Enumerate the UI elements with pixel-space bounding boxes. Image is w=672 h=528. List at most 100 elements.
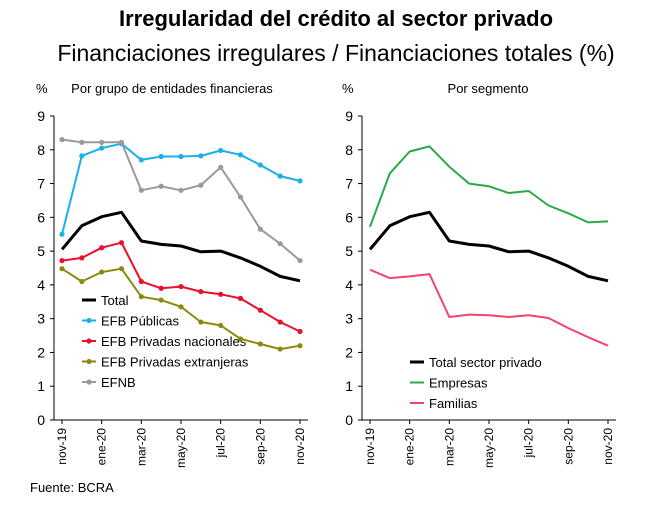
data-point [198,182,204,188]
data-point [158,297,164,303]
chart-subtitle: Financiaciones irregulares / Financiacio… [57,40,615,66]
y-tick-label: 0 [37,412,45,428]
data-point [138,187,144,193]
data-point [277,346,283,352]
data-point [79,139,85,145]
data-point [277,319,283,325]
legend-label: EFB Privadas extranjeras [101,355,249,370]
data-point [158,285,164,291]
x-tick-label: ene-20 [95,428,109,466]
data-point [257,341,263,347]
x-tick-label: nov-19 [55,428,69,465]
data-point [138,157,144,163]
data-point [297,257,303,264]
legend-label: Total sector privado [429,355,542,370]
data-point [99,139,105,145]
data-point [198,319,204,325]
y-tick-label: 8 [345,142,353,158]
data-point [79,278,85,285]
y-tick-label: 8 [37,142,45,158]
legend-marker [86,379,92,385]
data-point [59,266,65,272]
data-point [118,266,125,272]
data-point [257,226,263,232]
y-tick-label: 5 [37,243,45,259]
data-point [218,164,224,170]
x-tick-label: nov-20 [601,428,615,465]
x-tick-label: jul-20 [214,428,228,459]
x-tick-label: ene-20 [403,428,417,466]
data-point [178,304,184,310]
data-point [198,153,204,159]
data-point [237,152,244,158]
series-line [369,145,609,228]
legend-label: Familias [429,396,478,411]
data-point [138,278,144,285]
x-tick-label: mar-20 [442,428,456,466]
legend-label: EFNB [101,375,136,390]
panel-title: Por grupo de entidades financieras [71,81,273,96]
y-tick-label: 7 [37,176,45,192]
y-tick-label: 3 [37,311,45,327]
data-point [99,245,105,251]
x-tick-label: sep-20 [253,428,267,465]
data-point [138,294,144,300]
y-tick-label: 9 [345,108,353,124]
data-point [218,322,224,329]
data-point [178,153,184,160]
series-line [369,268,609,347]
x-tick-label: may-20 [174,428,188,468]
data-point [297,328,303,335]
y-tick-label: 6 [345,209,353,225]
data-point [158,183,164,189]
legend-label: Empresas [429,376,488,391]
data-point [59,257,65,264]
data-point [59,137,65,143]
data-point [237,336,244,342]
legend-label: Total [101,293,129,308]
data-point [118,240,125,246]
data-point [218,147,224,154]
y-tick-label: 0 [345,412,353,428]
x-tick-label: may-20 [482,428,496,468]
data-point [277,173,283,179]
x-tick-label: jul-20 [522,428,536,459]
legend-marker [86,358,92,365]
y-tick-label: 2 [37,344,45,360]
data-point [79,255,85,261]
x-tick-label: sep-20 [561,428,575,465]
y-tick-label: 4 [37,277,45,293]
data-point [59,231,65,237]
y-tick-label: 9 [37,108,45,124]
chart-title: Irregularidad del crédito al sector priv… [118,6,554,31]
series-line [368,210,609,283]
y-tick-label: 2 [345,344,353,360]
data-point [178,187,184,193]
x-tick-label: mar-20 [134,428,148,466]
legend-marker [86,317,92,324]
y-tick-label: 6 [37,209,45,225]
x-tick-label: nov-19 [363,428,377,465]
y-tick-label: 7 [345,176,353,192]
x-tick-label: nov-20 [293,428,307,465]
data-point [277,241,283,247]
data-point [79,153,85,159]
legend-label: EFB Públicas [101,314,180,329]
data-point [297,178,303,184]
data-point [257,162,263,168]
data-point [218,291,224,297]
data-point [178,283,184,290]
data-point [158,153,164,160]
y-tick-label: 4 [345,277,353,293]
legend-marker [86,338,92,344]
source-note: Fuente: BCRA [30,480,114,495]
panel-title: Por segmento [448,81,529,96]
y-tick-label: 5 [345,243,353,259]
data-point [198,289,204,295]
y-unit-label: % [342,81,354,96]
y-tick-label: 1 [37,378,45,394]
data-point [257,307,263,313]
data-point [297,343,303,349]
y-tick-label: 3 [345,311,353,327]
